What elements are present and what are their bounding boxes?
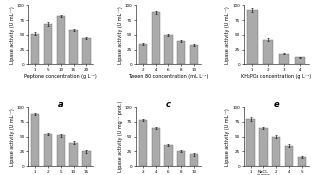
Text: e: e bbox=[273, 100, 279, 109]
Bar bbox=[31, 34, 39, 64]
Bar bbox=[31, 114, 39, 166]
Bar bbox=[259, 128, 268, 166]
Bar bbox=[139, 44, 147, 64]
Text: c: c bbox=[166, 100, 171, 109]
Y-axis label: Lipase activity (U mL⁻¹): Lipase activity (U mL⁻¹) bbox=[10, 108, 15, 166]
Bar bbox=[177, 41, 185, 64]
Bar bbox=[190, 154, 198, 166]
Bar bbox=[177, 151, 185, 166]
Bar bbox=[56, 135, 65, 166]
Bar bbox=[295, 57, 305, 64]
Bar bbox=[164, 35, 173, 64]
X-axis label: KH₂PO₄ concentration (g L⁻¹): KH₂PO₄ concentration (g L⁻¹) bbox=[241, 74, 311, 79]
Y-axis label: Lipase activity (U mL⁻¹): Lipase activity (U mL⁻¹) bbox=[118, 6, 123, 64]
Bar bbox=[44, 134, 52, 166]
Bar bbox=[247, 10, 257, 64]
Bar bbox=[139, 120, 147, 166]
Y-axis label: Lipase activity (U mg⁻¹ prot.): Lipase activity (U mg⁻¹ prot.) bbox=[118, 101, 123, 172]
Y-axis label: Lipase activity (U mL⁻¹): Lipase activity (U mL⁻¹) bbox=[10, 6, 15, 64]
Bar bbox=[272, 137, 280, 166]
Bar bbox=[69, 30, 78, 64]
Bar bbox=[82, 38, 90, 64]
Y-axis label: Lipase activity (U mL⁻¹): Lipase activity (U mL⁻¹) bbox=[225, 6, 230, 64]
Bar bbox=[298, 157, 306, 166]
Bar bbox=[152, 128, 160, 166]
Bar bbox=[44, 24, 52, 64]
Bar bbox=[82, 151, 90, 166]
Bar bbox=[279, 54, 289, 64]
Y-axis label: Lipase activity (U mL⁻¹): Lipase activity (U mL⁻¹) bbox=[225, 108, 230, 166]
Bar bbox=[69, 143, 78, 166]
X-axis label: Tween 80 concentration (mL L⁻¹): Tween 80 concentration (mL L⁻¹) bbox=[128, 74, 209, 79]
Text: a: a bbox=[58, 100, 64, 109]
Bar bbox=[152, 12, 160, 64]
Bar bbox=[263, 40, 273, 64]
Bar bbox=[190, 45, 198, 64]
Bar bbox=[285, 146, 293, 166]
Bar bbox=[56, 16, 65, 64]
Bar bbox=[246, 119, 255, 166]
X-axis label: Peptone concentration (g L⁻¹): Peptone concentration (g L⁻¹) bbox=[24, 74, 97, 79]
Bar bbox=[164, 145, 173, 166]
